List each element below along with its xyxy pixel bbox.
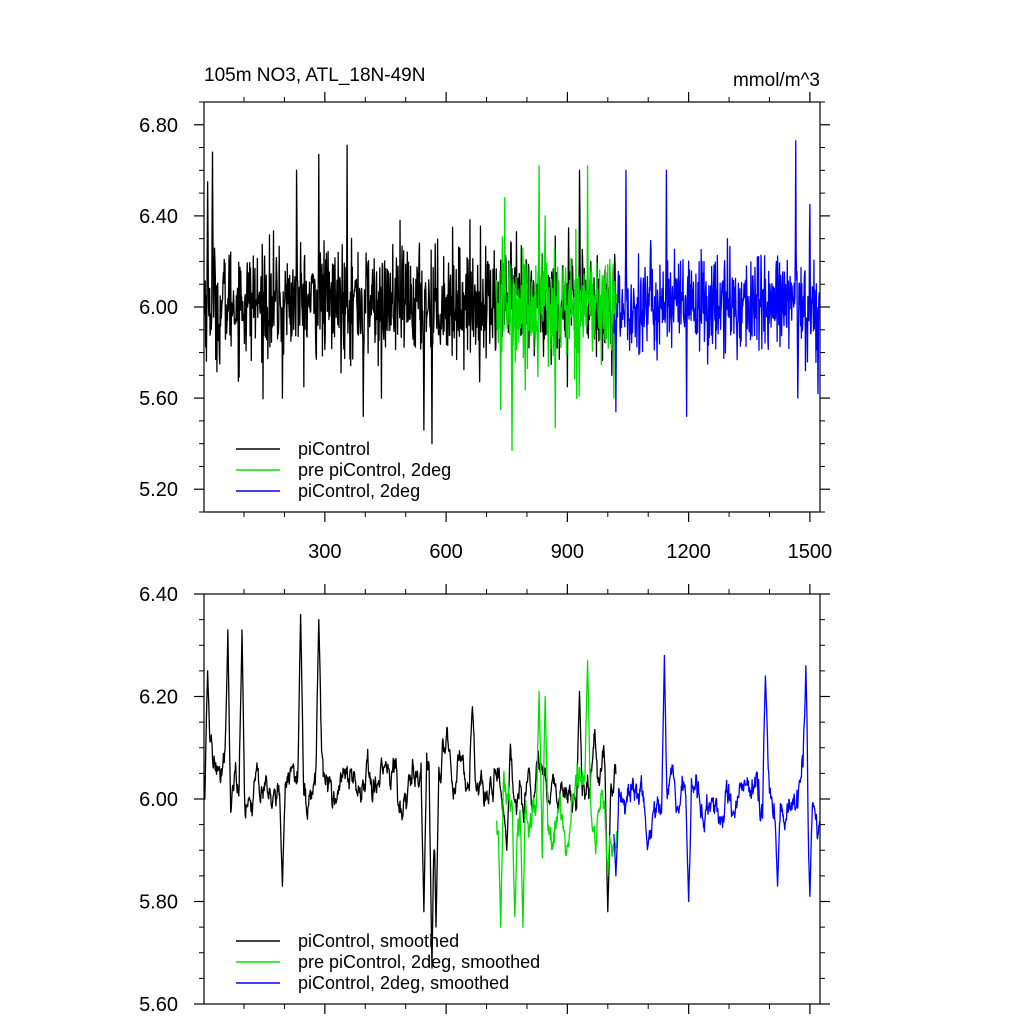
y-tick-label: 6.40 <box>139 584 178 606</box>
x-tick-label: 600 <box>429 541 462 563</box>
series-group <box>204 613 820 969</box>
x-tick-label: 1200 <box>666 541 711 563</box>
y-tick-label: 5.20 <box>139 479 178 501</box>
series-line-1 <box>495 659 618 928</box>
legend-label: pre piControl, 2deg, smoothed <box>298 952 540 972</box>
y-tick-label: 6.40 <box>139 206 178 228</box>
y-tick-label: 5.60 <box>139 994 178 1016</box>
y-tick-label: 5.80 <box>139 892 178 914</box>
y-tick-label: 5.60 <box>139 388 178 410</box>
y-tick-label: 6.20 <box>139 687 178 709</box>
y-tick-label: 6.00 <box>139 297 178 319</box>
units-label: mmol/m^3 <box>733 70 820 91</box>
legend-label: piControl, 2deg <box>298 481 420 501</box>
series-line-2 <box>613 654 820 903</box>
legend-label: piControl, smoothed <box>298 931 459 951</box>
legend-label: piControl, 2deg, smoothed <box>298 973 509 993</box>
legend-label: pre piControl, 2deg <box>298 460 451 480</box>
x-tick-label: 1500 <box>788 541 833 563</box>
top-panel: 105m NO3, ATL_18N-49N mmol/m^3 300 600 900… <box>139 65 832 563</box>
y-tick-label: 6.80 <box>139 115 178 137</box>
legend-label: piControl <box>298 439 370 459</box>
series-line-0 <box>204 613 617 969</box>
series-group <box>204 140 820 452</box>
x-tick-label: 300 <box>308 541 341 563</box>
series-line-1 <box>495 165 618 452</box>
chart-title: 105m NO3, ATL_18N-49N <box>204 65 425 86</box>
y-tick-label: 6.00 <box>139 789 178 811</box>
x-tick-label: 900 <box>551 541 584 563</box>
series-line-2 <box>613 140 820 417</box>
